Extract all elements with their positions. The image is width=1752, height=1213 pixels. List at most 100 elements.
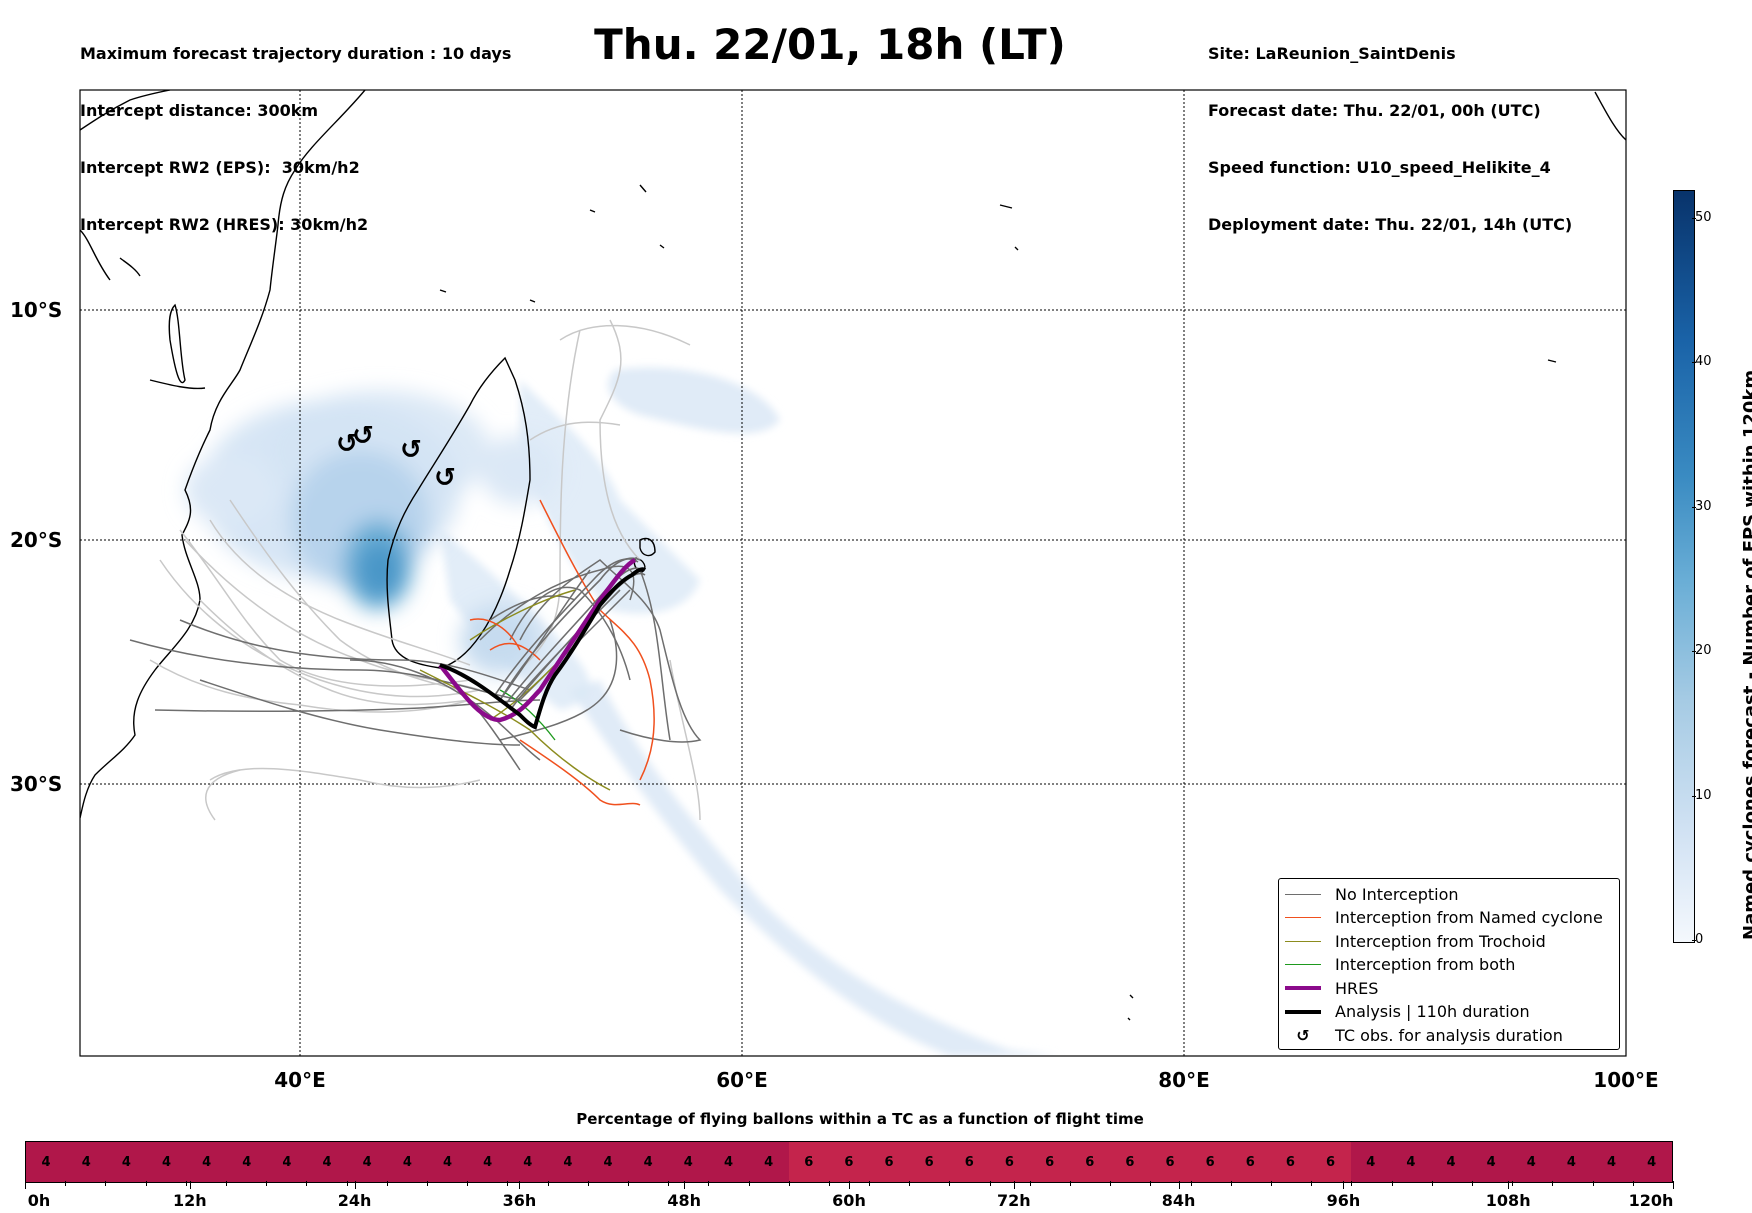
minor-tick — [869, 1181, 871, 1186]
flight-time-cell: 6 — [868, 1142, 910, 1182]
minor-tick — [627, 1181, 629, 1186]
lat-label-30s: 30°S — [10, 772, 63, 796]
colorbar — [1673, 190, 1695, 943]
lon-label-80e: 80°E — [1158, 1068, 1210, 1092]
legend-swatch — [1285, 1009, 1321, 1014]
flight-time-cell: 6 — [1069, 1142, 1110, 1182]
time-label: 108h — [1485, 1191, 1531, 1210]
tc-obs-symbols: ↺ ↺ ↺ ↺ — [336, 421, 456, 493]
minor-tick — [266, 1181, 268, 1186]
time-label: 72h — [996, 1191, 1031, 1210]
minor-tick — [507, 1181, 509, 1186]
major-tick — [1013, 1181, 1015, 1189]
time-label: 0h — [27, 1191, 51, 1210]
flight-time-cell: 4 — [347, 1142, 388, 1182]
minor-tick — [1070, 1181, 1072, 1186]
flight-time-axis: 0h 12h 24h 36h 48h 60h 72h 84h 96h 108h 120h — [25, 1181, 1674, 1210]
major-tick — [849, 1181, 850, 1189]
tc-obs-symbol: ↺ — [434, 463, 456, 493]
colorbar-tick: 20 — [1692, 643, 1712, 659]
param-line: Maximum forecast trajectory duration : 1… — [80, 44, 512, 63]
tc-obs-symbol: ↺ — [400, 435, 422, 465]
both-trajectories — [499, 689, 556, 741]
minor-tick — [748, 1181, 750, 1186]
minor-tick — [1391, 1181, 1393, 1186]
minor-tick — [145, 1181, 147, 1186]
colorbar-tick: 50 — [1692, 209, 1712, 225]
flight-time-cell: 6 — [949, 1142, 990, 1182]
colorbar-tick: 40 — [1692, 354, 1712, 370]
light-grey-trajectories — [149, 319, 701, 821]
minor-tick — [346, 1181, 348, 1186]
coastlines — [80, 90, 1626, 1021]
lon-label-100e: 100°E — [1593, 1068, 1659, 1092]
flight-time-cell: 4 — [1551, 1142, 1592, 1182]
minor-tick — [1029, 1181, 1031, 1186]
minor-tick — [1110, 1181, 1112, 1186]
minor-tick — [828, 1181, 830, 1186]
site-line: Site: LaReunion_SaintDenis — [1208, 44, 1456, 63]
colorbar-tick: 10 — [1692, 787, 1712, 803]
time-label: 12h — [172, 1191, 207, 1210]
time-label: 120h — [1628, 1191, 1674, 1210]
legend-item: Analysis | 110h duration — [1285, 1001, 1530, 1023]
tc-obs-legend-icon: ↺ — [1296, 1025, 1310, 1045]
major-tick — [189, 1181, 191, 1189]
minor-tick — [386, 1181, 388, 1186]
flight-time-cell: 6 — [1190, 1142, 1231, 1182]
flight-time-cell: 4 — [66, 1142, 107, 1182]
minor-tick — [668, 1181, 670, 1186]
minor-tick — [547, 1181, 549, 1186]
minor-tick — [185, 1181, 187, 1186]
analysis-trajectory — [439, 567, 647, 730]
minor-tick — [1271, 1181, 1273, 1186]
minor-tick — [1592, 1181, 1594, 1186]
minor-tick — [1150, 1181, 1152, 1186]
minor-tick — [1552, 1181, 1554, 1186]
legend-swatch — [1285, 940, 1321, 942]
flight-time-cell: 4 — [1471, 1142, 1512, 1182]
minor-tick — [1632, 1181, 1634, 1186]
cyclone-density-core — [185, 390, 560, 675]
legend-item: No Interception — [1285, 883, 1459, 905]
page-title: Thu. 22/01, 18h (LT) — [594, 20, 1066, 69]
flight-time-cell: 4 — [1631, 1142, 1672, 1182]
legend-swatch — [1285, 986, 1321, 990]
flight-time-cell: 6 — [1029, 1142, 1070, 1182]
flight-time-cell: 4 — [1350, 1142, 1391, 1182]
tc-obs-symbol: ↺ — [336, 429, 358, 459]
flight-time-bar-title: Percentage of flying ballons within a TC… — [576, 1110, 1144, 1128]
legend-item: Interception from Trochoid — [1285, 930, 1546, 952]
major-tick — [684, 1181, 686, 1189]
major-tick — [25, 1181, 26, 1189]
legend-item: ↺ TC obs. for analysis duration — [1285, 1024, 1563, 1046]
legend-item: Interception from both — [1285, 954, 1515, 976]
site-info: Site: LaReunion_SaintDenis Forecast date… — [1208, 6, 1572, 253]
major-tick — [1508, 1181, 1510, 1189]
time-label: 36h — [502, 1191, 537, 1210]
flight-time-cell: 6 — [1230, 1142, 1271, 1182]
minor-tick — [1190, 1181, 1192, 1186]
param-line: Intercept distance: 300km — [80, 101, 319, 120]
legend-swatch — [1285, 964, 1321, 965]
legend-item: Interception from Named cyclone — [1285, 907, 1603, 929]
site-line: Speed function: U10_speed_Helikite_4 — [1208, 158, 1551, 177]
flight-time-cell: 6 — [1149, 1142, 1191, 1182]
flight-time-cell: 4 — [628, 1142, 669, 1182]
flight-time-cell: 4 — [668, 1142, 709, 1182]
flight-time-cell: 4 — [306, 1142, 348, 1182]
time-label: 60h — [832, 1191, 866, 1210]
flight-time-cell: 6 — [1270, 1142, 1311, 1182]
colorbar-tick: 30 — [1692, 498, 1712, 514]
flight-time-cell: 4 — [226, 1142, 267, 1182]
site-line: Forecast date: Thu. 22/01, 00h (UTC) — [1208, 101, 1541, 120]
flight-time-cell: 4 — [1390, 1142, 1431, 1182]
flight-time-cell: 4 — [146, 1142, 187, 1182]
legend-item: HRES — [1285, 977, 1378, 999]
flight-time-cell: 4 — [186, 1142, 227, 1182]
param-line: Intercept RW2 (HRES): 30km/h2 — [80, 215, 369, 234]
flight-time-cell: 4 — [507, 1142, 548, 1182]
site-line: Deployment date: Thu. 22/01, 14h (UTC) — [1208, 215, 1573, 234]
minor-tick — [708, 1181, 710, 1186]
flight-time-cell: 4 — [106, 1142, 147, 1182]
